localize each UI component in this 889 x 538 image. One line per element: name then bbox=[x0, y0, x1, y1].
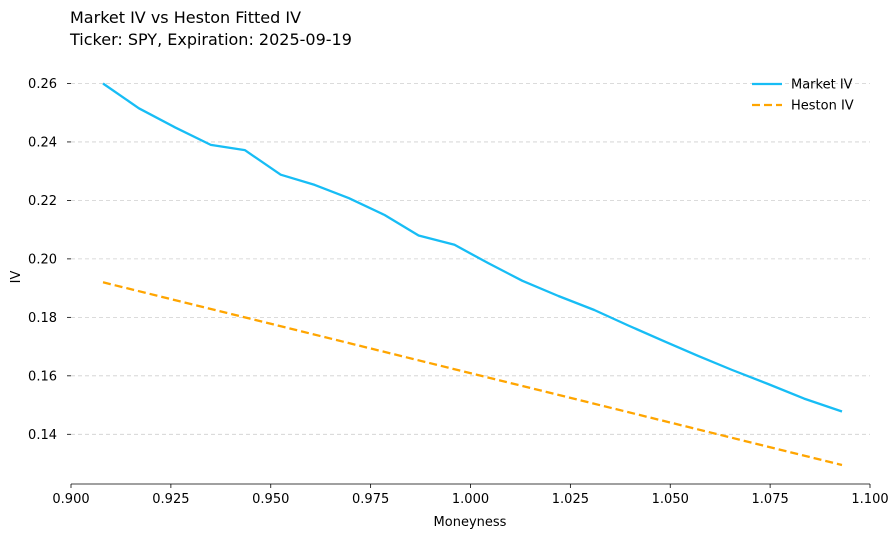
x-tick-label: 1.000 bbox=[452, 492, 489, 507]
y-tick-label: 0.22 bbox=[28, 194, 57, 209]
y-tick-label: 0.20 bbox=[28, 252, 57, 267]
x-tick-label: 1.050 bbox=[652, 492, 689, 507]
y-tick-label: 0.14 bbox=[28, 428, 57, 443]
legend-label: Market IV bbox=[791, 78, 853, 93]
chart-title: Market IV vs Heston Fitted IV bbox=[70, 8, 302, 27]
x-tick-label: 0.950 bbox=[252, 492, 289, 507]
x-axis-label: Moneyness bbox=[434, 515, 507, 530]
x-tick-label: 1.075 bbox=[752, 492, 789, 507]
x-tick-label: 1.100 bbox=[851, 492, 888, 507]
series-group bbox=[102, 82, 843, 467]
y-tick-label: 0.26 bbox=[28, 77, 57, 92]
legend: Market IV Heston IV bbox=[752, 78, 854, 114]
x-tick-label: 1.025 bbox=[552, 492, 589, 507]
series-line-market-iv bbox=[102, 82, 843, 413]
legend-label: Heston IV bbox=[791, 99, 854, 114]
x-tick-label: 0.900 bbox=[52, 492, 89, 507]
chart-subtitle: Ticker: SPY, Expiration: 2025-09-19 bbox=[70, 30, 352, 49]
y-tick-label: 0.16 bbox=[28, 369, 57, 384]
x-tick-label: 0.925 bbox=[152, 492, 189, 507]
series-line-heston-iv bbox=[102, 281, 843, 467]
x-tick-label: 0.975 bbox=[352, 492, 389, 507]
y-axis-label: IV bbox=[9, 271, 24, 284]
y-tick-label: 0.24 bbox=[28, 135, 57, 150]
y-tick-label: 0.18 bbox=[28, 311, 57, 326]
axes: 0.14 0.16 0.18 0.20 0.22 0.24 0.26 0.900 0.925 0.… bbox=[28, 77, 889, 507]
